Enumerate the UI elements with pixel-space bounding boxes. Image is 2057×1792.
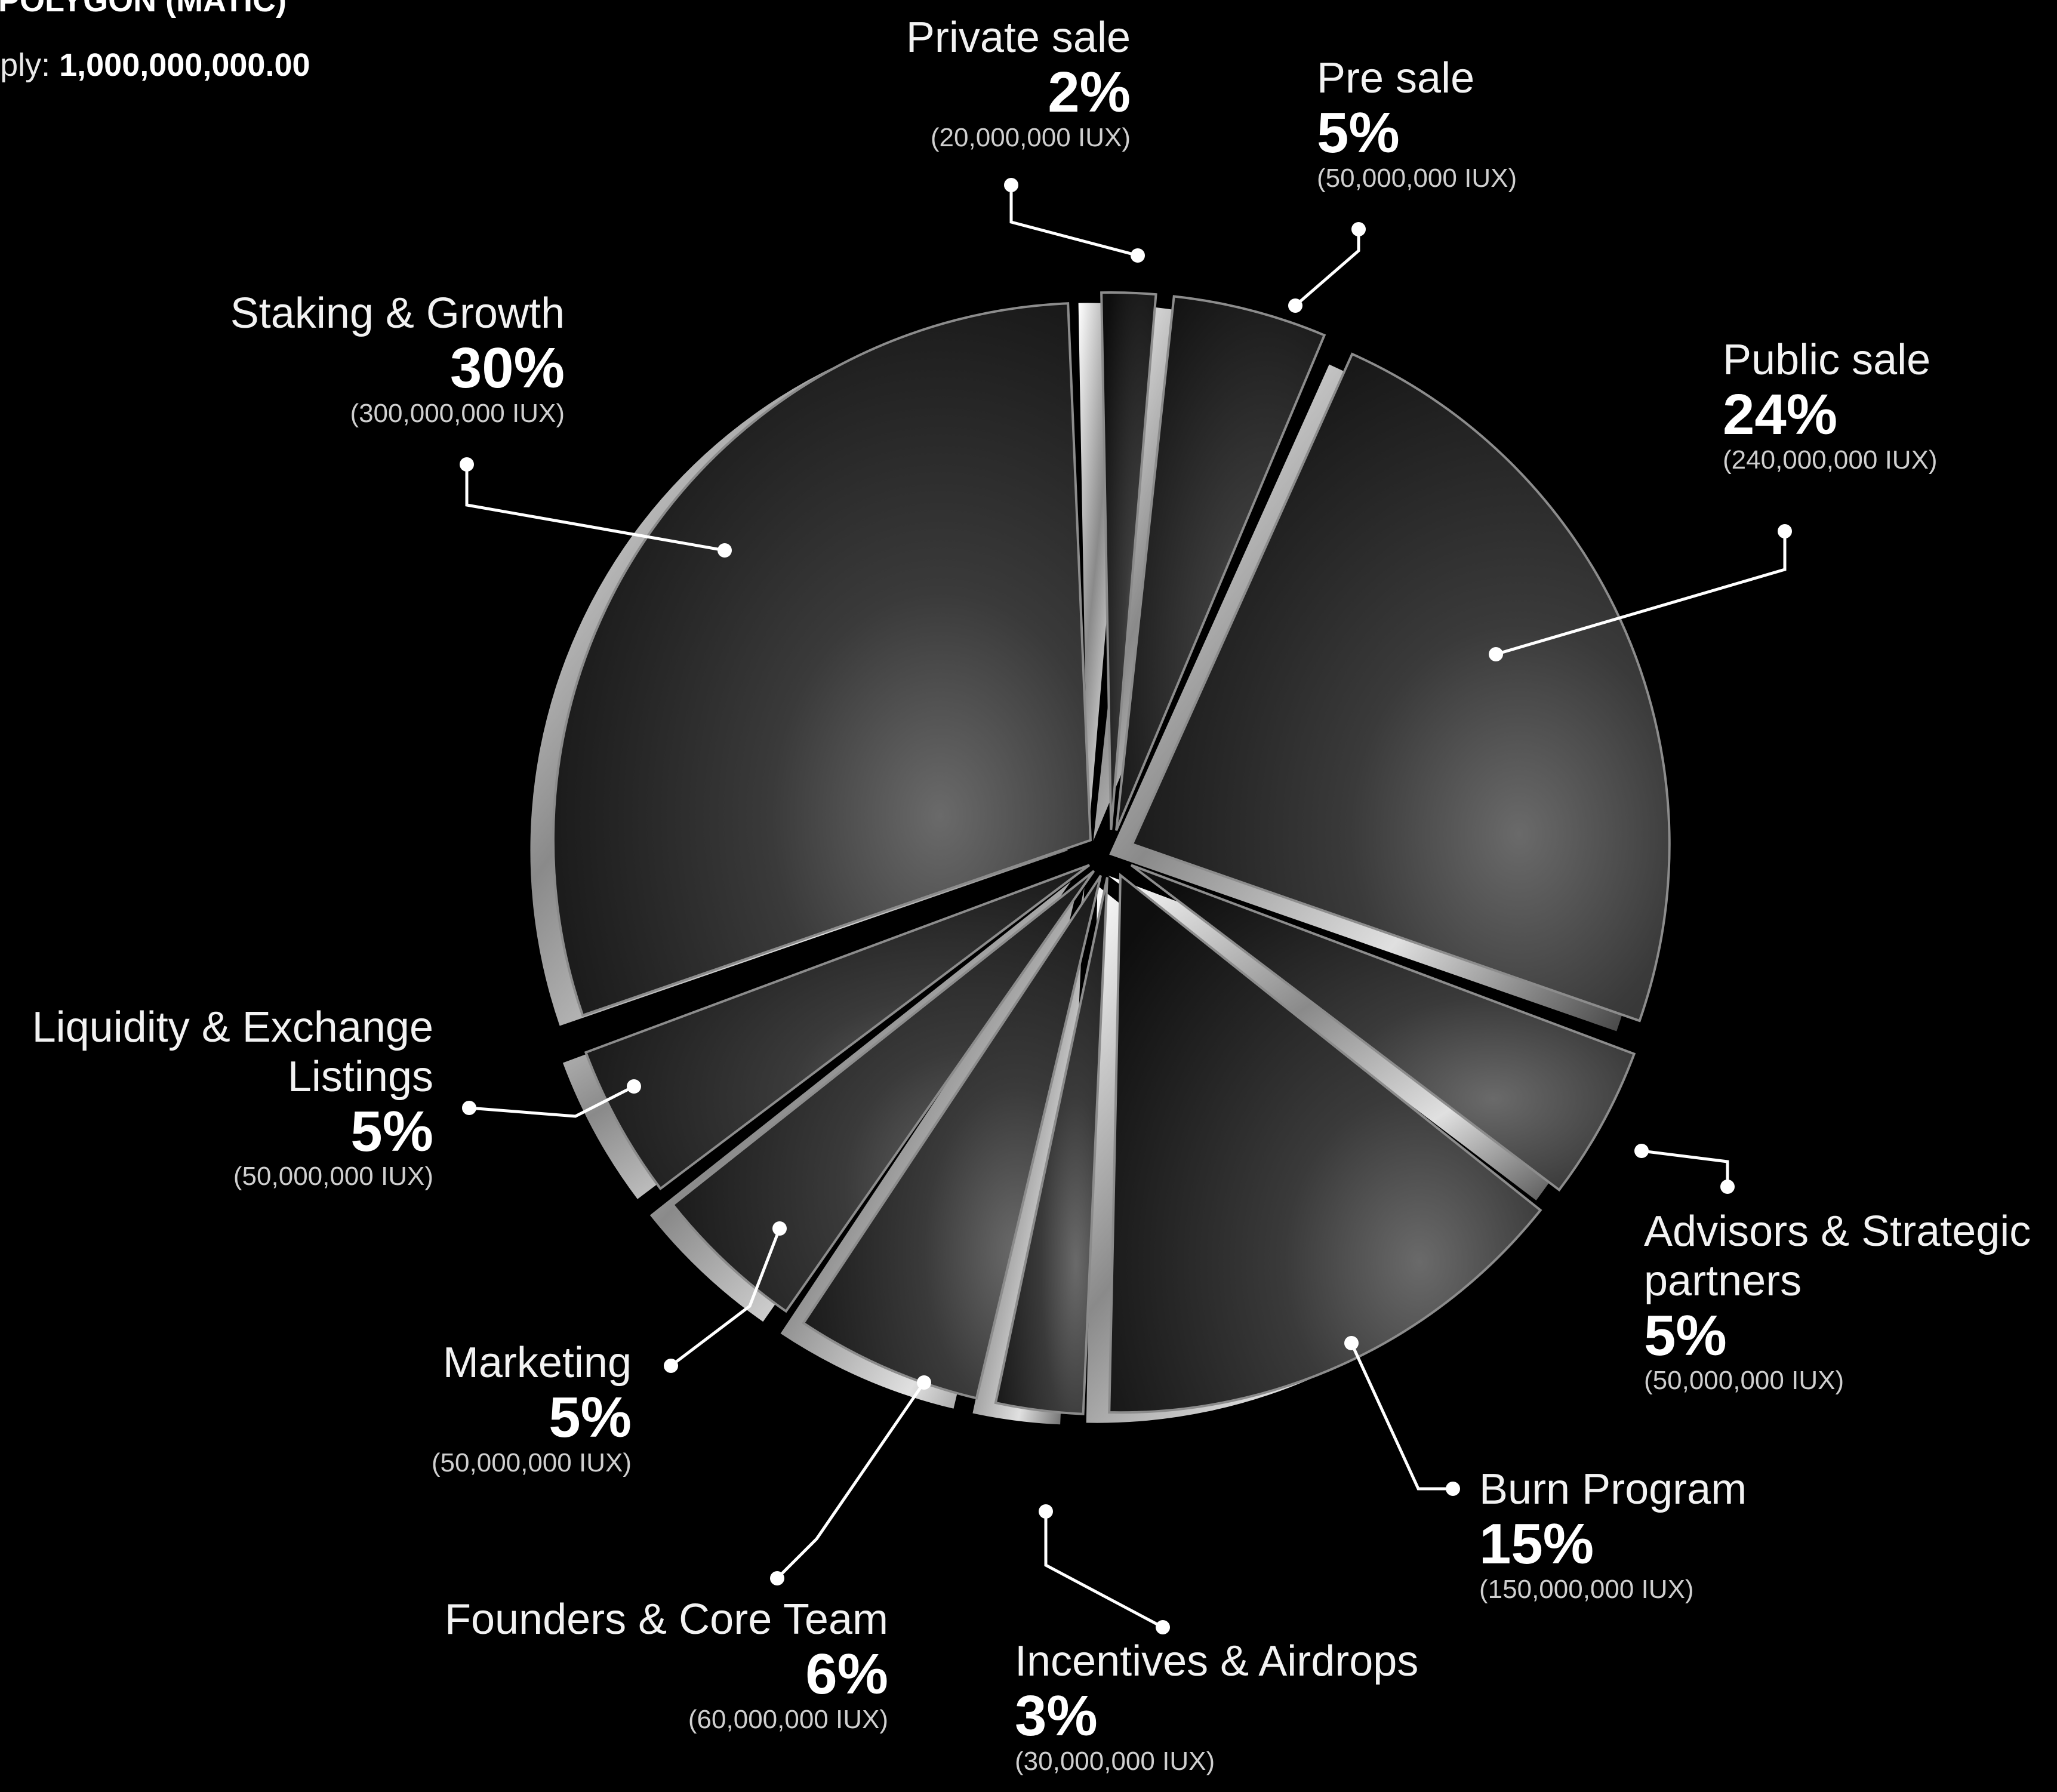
slice-amount: (50,000,000 IUX)	[1317, 163, 1517, 193]
slice-amount: (240,000,000 IUX)	[1723, 445, 1938, 475]
leader-dot	[460, 457, 474, 472]
slice-percent: 5%	[1644, 1303, 1727, 1368]
leader-line	[465, 464, 725, 552]
leader-dot	[1156, 1620, 1170, 1634]
slice-label-pre-sale: Pre sale 5% (50,000,000 IUX)	[1317, 54, 1517, 193]
slice-name: Public sale	[1723, 336, 1931, 384]
leader-dot	[772, 1221, 787, 1236]
slice-name: Advisors & Strategic	[1644, 1208, 2031, 1255]
slice-percent: 5%	[350, 1099, 433, 1163]
leader-dot	[1131, 248, 1145, 263]
slice-percent: 5%	[549, 1385, 632, 1449]
slice-percent: 3%	[1015, 1683, 1098, 1748]
leader-dot	[1004, 178, 1018, 192]
slice-name: Pre sale	[1317, 54, 1475, 102]
pie-slice	[1100, 291, 1157, 830]
slice-amount: (30,000,000 IUX)	[1015, 1746, 1215, 1776]
slice-name: Burn Program	[1479, 1465, 1747, 1513]
pie-slice	[994, 877, 1108, 1415]
leader-dot	[770, 1571, 784, 1585]
slice-amount: (50,000,000 IUX)	[1644, 1366, 1844, 1396]
slice-percent: 6%	[805, 1642, 888, 1706]
slice-amount: (20,000,000 IUX)	[930, 122, 1131, 152]
leader-dot	[917, 1375, 931, 1390]
leader-dot	[1288, 298, 1302, 313]
pie-slice	[1115, 295, 1326, 832]
pie-slice	[1130, 864, 1636, 1192]
network-line: k: POLYGON (MATIC)	[0, 0, 287, 19]
slice-percent: 24%	[1723, 382, 1838, 447]
supply-label: upply:	[0, 47, 51, 83]
slice-name-line2: partners	[1644, 1257, 1802, 1305]
leader-line	[1495, 531, 1787, 656]
slice-percent: 15%	[1479, 1511, 1594, 1576]
leader-dot	[1720, 1180, 1735, 1194]
slice-name: Liquidity & Exchange	[32, 1003, 433, 1051]
slice-label-burn-program: Burn Program 15% (150,000,000 IUX)	[1479, 1465, 1747, 1605]
leader-line	[1350, 1342, 1453, 1491]
slice-name: Staking & Growth	[230, 290, 565, 337]
slice-percent: 2%	[1048, 60, 1131, 124]
leader-dot	[1351, 222, 1366, 236]
slice-label-private-sale: Private sale 2% (20,000,000 IUX)	[906, 13, 1131, 153]
leader-line	[1044, 1511, 1164, 1629]
pie-slice	[584, 864, 1091, 1191]
pie-slice	[1108, 873, 1542, 1414]
leader-dot	[1778, 524, 1792, 538]
pie-slice	[671, 870, 1095, 1313]
slice-label-staking: Staking & Growth 30% (300,000,000 IUX)	[230, 289, 565, 429]
pie-slice	[1131, 352, 1671, 1023]
slice-percent: 5%	[1317, 100, 1400, 165]
leader-dot	[1489, 647, 1503, 661]
slice-label-public-sale: Public sale 24% (240,000,000 IUX)	[1723, 335, 1938, 475]
leader-dot	[627, 1079, 641, 1094]
leader-line	[670, 1228, 781, 1367]
slice-amount: (50,000,000 IUX)	[233, 1162, 433, 1191]
slice-label-liquidity: Liquidity & Exchange Listings 5% (50,000…	[32, 1003, 433, 1192]
leader-dot	[1344, 1336, 1359, 1350]
leader-line	[1294, 229, 1360, 307]
slice-name: Marketing	[442, 1339, 632, 1387]
leader-line	[1009, 185, 1138, 257]
slice-name: Incentives & Airdrops	[1015, 1637, 1419, 1685]
leader-dot	[1634, 1144, 1649, 1158]
slice-amount: (150,000,000 IUX)	[1479, 1574, 1694, 1604]
slice-label-marketing: Marketing 5% (50,000,000 IUX)	[432, 1338, 632, 1478]
slice-name-line2: Listings	[287, 1052, 433, 1101]
slice-percent: 30%	[449, 335, 565, 400]
slice-name: Founders & Core Team	[444, 1596, 888, 1643]
network-value: POLYGON (MATIC)	[0, 0, 287, 19]
leader-line	[776, 1381, 926, 1579]
slice-label-founders: Founders & Core Team 6% (60,000,000 IUX)	[445, 1595, 888, 1735]
leader-dot	[718, 543, 732, 558]
slice-amount: (60,000,000 IUX)	[688, 1704, 888, 1734]
slice-amount: (300,000,000 IUX)	[350, 398, 565, 428]
slice-amount: (50,000,000 IUX)	[431, 1448, 632, 1477]
slice-label-incentives: Incentives & Airdrops 3% (30,000,000 IUX…	[1015, 1637, 1418, 1776]
supply-line: upply: 1,000,000,000.00	[0, 47, 310, 84]
supply-value: 1,000,000,000.00	[59, 47, 310, 83]
leader-line	[469, 1085, 635, 1118]
leader-dot	[1446, 1482, 1460, 1496]
leader-line	[1641, 1149, 1729, 1187]
leader-dot	[664, 1359, 678, 1373]
slice-name: Private sale	[906, 14, 1131, 61]
leader-dot	[462, 1101, 476, 1115]
slice-label-advisors: Advisors & Strategic partners 5% (50,000…	[1644, 1207, 2031, 1396]
pie-slice	[802, 875, 1103, 1400]
leader-dot	[1039, 1504, 1053, 1519]
